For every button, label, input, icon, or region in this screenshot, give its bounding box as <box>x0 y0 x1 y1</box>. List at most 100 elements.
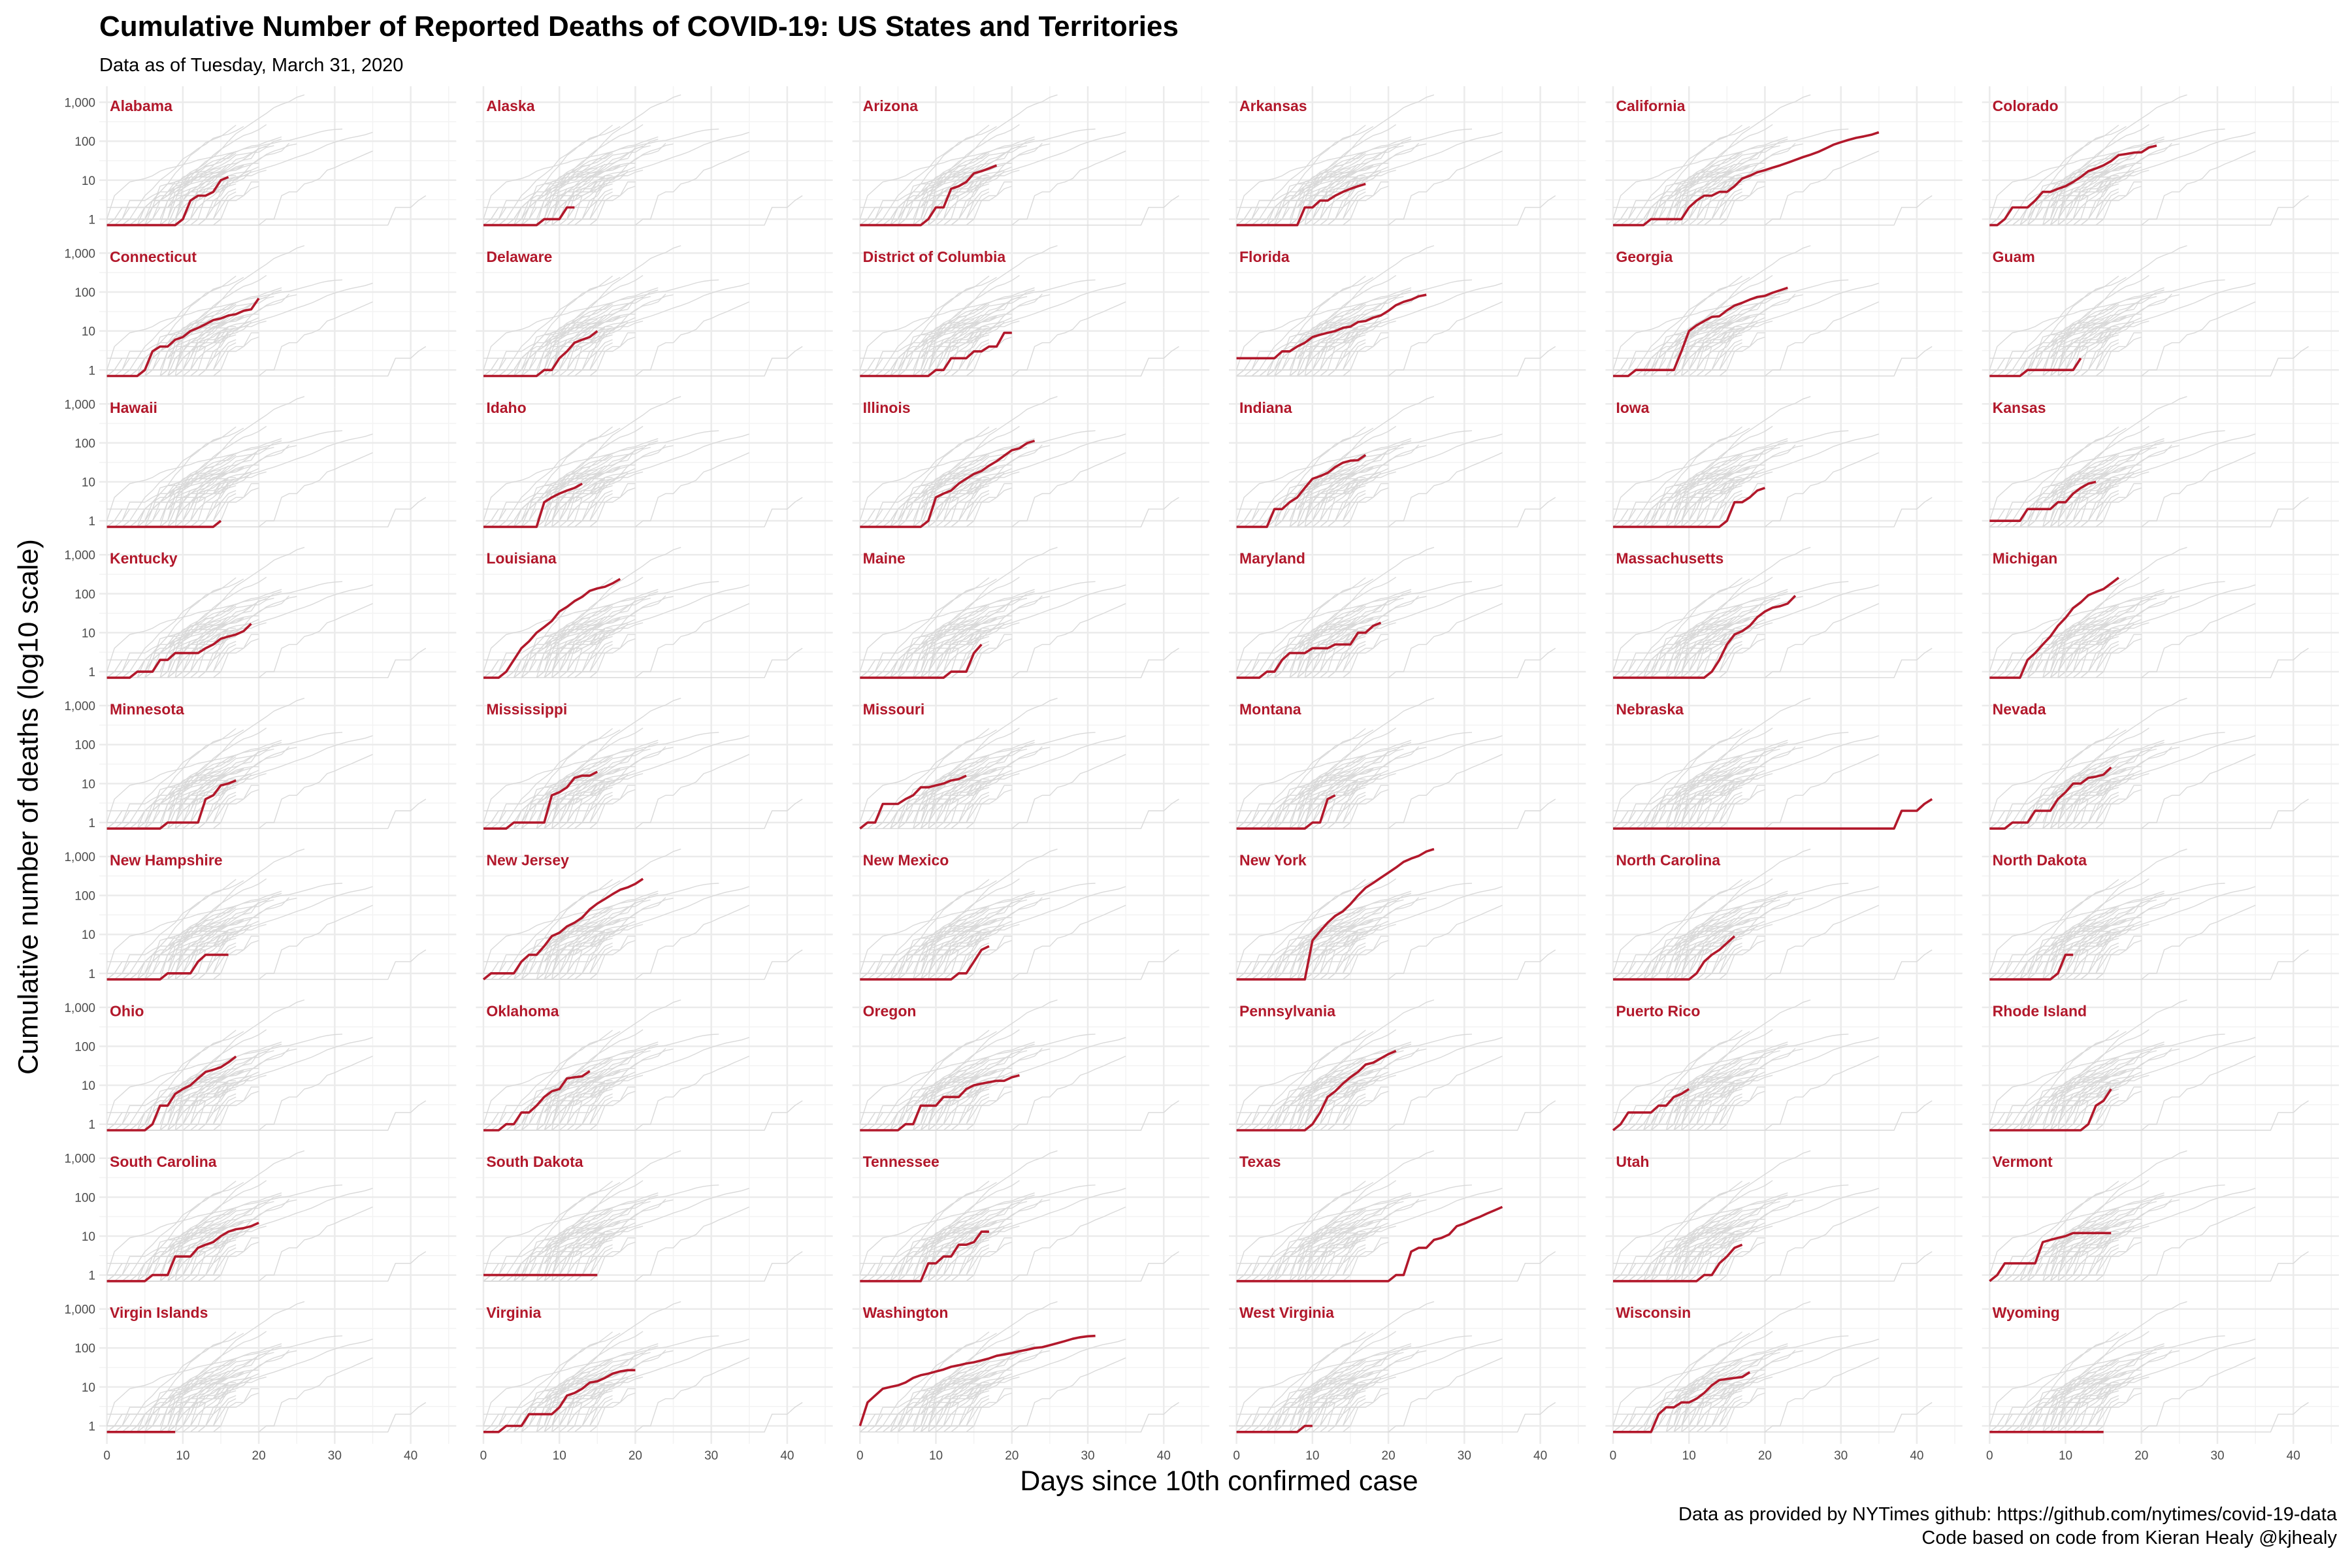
background-line-utah <box>860 1244 990 1282</box>
background-line-california <box>1613 1188 1880 1282</box>
background-line-missouri <box>1612 926 1720 980</box>
background-line-washington <box>1989 1335 2225 1426</box>
background-line-ohio <box>1236 1358 1366 1433</box>
background-line-wisconsin <box>860 919 997 980</box>
background-line-california <box>1613 282 1880 377</box>
series-line-maine <box>860 644 983 679</box>
background-line-california <box>1989 131 2256 226</box>
panel-label: Wisconsin <box>1616 1304 1691 1321</box>
background-line-missouri <box>1989 322 2097 377</box>
y-tick-label: 1 <box>88 968 95 981</box>
y-tick-label: 1 <box>88 364 95 378</box>
background-line-iowa <box>1989 186 2142 226</box>
panel-puerto-rico: Puerto Rico <box>1605 991 1963 1143</box>
background-line-tennessee <box>483 1080 613 1131</box>
background-line-utah <box>483 641 613 678</box>
background-line-utah <box>106 1093 237 1131</box>
background-line-ohio <box>860 1056 990 1131</box>
background-line-north-carolina <box>483 785 606 829</box>
background-line-nebraska <box>860 1402 1179 1433</box>
background-line-washington <box>1989 732 2225 823</box>
background-line-utah <box>483 188 613 226</box>
background-line-texas <box>1236 452 1503 528</box>
panel-label: Connecticut <box>110 248 197 265</box>
background-line-texas <box>483 1206 750 1282</box>
background-line-nebraska <box>483 1402 803 1433</box>
background-line-virginia <box>106 314 259 377</box>
background-line-new-york <box>106 1150 305 1282</box>
panel-label: Michigan <box>1993 550 2058 567</box>
background-line-utah <box>106 1244 237 1282</box>
background-line-iowa <box>106 638 259 678</box>
background-line-north-carolina <box>1236 936 1359 980</box>
background-line-utah <box>1613 339 1742 377</box>
background-line-california <box>1236 1037 1503 1131</box>
background-line-iowa <box>860 1392 1013 1433</box>
series-line-oregon <box>860 1074 1020 1132</box>
panel-label: Utah <box>1616 1153 1649 1170</box>
background-line-utah <box>106 641 237 678</box>
background-line-iowa <box>106 1090 259 1131</box>
background-line-ohio <box>106 1358 237 1433</box>
background-line-missouri <box>1612 624 1720 678</box>
panel-texas: Texas <box>1229 1142 1586 1294</box>
background-line-north-carolina <box>106 1086 229 1131</box>
y-tick-label: 100 <box>74 135 95 149</box>
background-line-tennessee <box>1236 627 1366 678</box>
background-line-ohio <box>860 603 990 678</box>
background-line-tennessee <box>1236 1231 1366 1282</box>
background-line-missouri <box>1612 171 1720 226</box>
background-line-washington <box>483 430 719 521</box>
background-line-north-carolina <box>860 1388 982 1433</box>
background-line-utah <box>1236 1093 1366 1131</box>
background-line-utah <box>860 1395 990 1433</box>
background-line-north-carolina <box>483 332 606 377</box>
background-line-virginia <box>1613 615 1765 678</box>
background-line-washington <box>483 1184 719 1275</box>
panel-label: North Carolina <box>1616 851 1720 868</box>
background-line-new-york <box>860 245 1058 377</box>
series-line-rhode-island <box>1989 1088 2112 1132</box>
panel-label: Guam <box>1993 248 2035 265</box>
background-line-texas <box>483 754 750 829</box>
series-line-nebraska <box>1613 798 1933 830</box>
background-line-wisconsin <box>106 617 244 678</box>
background-line-texas <box>483 1357 750 1433</box>
background-line-california <box>106 1339 373 1433</box>
background-line-missouri <box>106 1379 214 1433</box>
background-line-ohio <box>1989 151 2119 226</box>
background-line-tennessee <box>1613 1080 1742 1131</box>
background-line-tennessee <box>1989 627 2119 678</box>
background-line-tennessee <box>860 326 989 377</box>
x-tick-label: 0 <box>857 1449 864 1463</box>
y-axis-label: Cumulative number of deaths (log10 scale… <box>12 539 44 1075</box>
background-line-wisconsin <box>860 1220 997 1282</box>
panel-nevada: Nevada <box>1982 689 2339 841</box>
background-line-missouri <box>1989 473 2097 527</box>
background-line-nebraska <box>1236 1100 1556 1131</box>
series-line-alabama <box>106 176 229 227</box>
background-line-wisconsin <box>1989 1070 2127 1131</box>
series-line-washington <box>858 1334 1096 1427</box>
background-line-virginia <box>1613 917 1765 980</box>
background-line-utah <box>860 188 990 226</box>
background-line-north-carolina <box>860 483 982 528</box>
background-line-tennessee <box>1613 175 1742 226</box>
background-line-virginia <box>483 163 636 226</box>
background-line-new-york <box>483 245 681 377</box>
background-line-missouri <box>1612 1228 1720 1282</box>
background-line-north-carolina <box>483 936 606 980</box>
background-line-ohio <box>106 754 237 829</box>
background-line-wisconsin <box>1989 1371 2127 1433</box>
series-line-oklahoma <box>483 1070 591 1132</box>
background-line-tennessee <box>860 477 989 528</box>
background-line-washington <box>1989 128 2225 220</box>
panel-label: Virgin Islands <box>110 1304 208 1321</box>
background-line-tennessee <box>1989 929 2119 980</box>
background-line-new-york <box>1236 1301 1435 1433</box>
panel-utah: Utah <box>1605 1142 1963 1294</box>
background-line-virginia <box>1989 917 2142 980</box>
x-tick-label: 40 <box>780 1449 794 1463</box>
background-line-utah <box>106 791 237 829</box>
background-line-missouri <box>483 624 590 678</box>
